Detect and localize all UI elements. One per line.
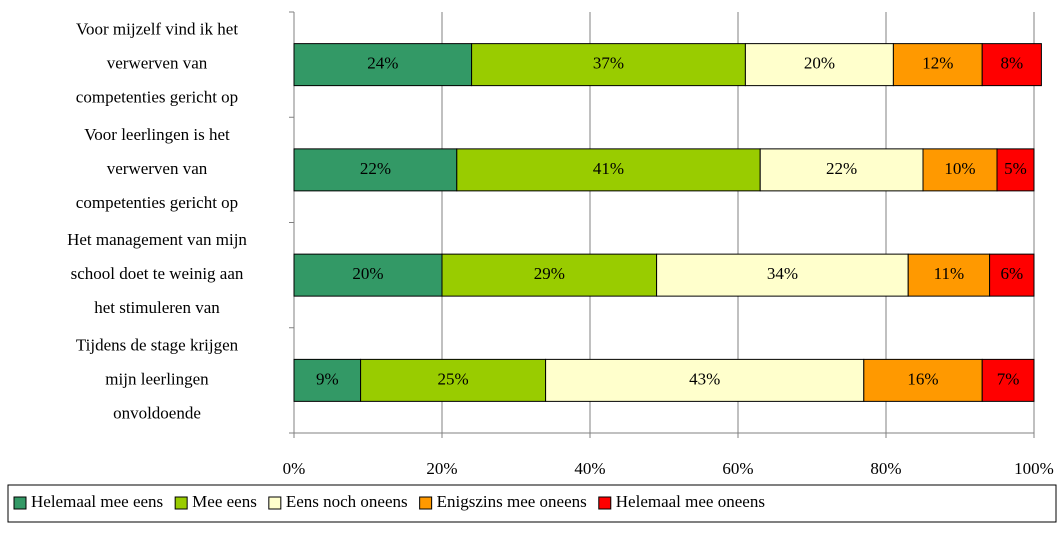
x-tick-label: 100%	[1014, 459, 1054, 478]
category-label: competenties gericht op	[76, 193, 238, 212]
category-label: school doet te weinig aan	[71, 264, 244, 283]
bar-segment	[293, 253, 443, 297]
value-label: 22%	[360, 159, 391, 178]
x-tick-label: 20%	[426, 459, 457, 478]
legend-swatch	[419, 496, 433, 510]
category-label: Tijdens de stage krijgen	[76, 335, 239, 354]
x-tick-label: 40%	[574, 459, 605, 478]
bar-segment	[981, 358, 1035, 402]
bar-segment	[907, 253, 991, 297]
bar-segment	[759, 148, 924, 192]
legend-swatch	[598, 496, 612, 510]
legend-label: Helemaal mee eens	[31, 492, 163, 511]
bar-segment	[456, 148, 761, 192]
category-label: Voor mijzelf vind ik het	[76, 20, 238, 39]
value-label: 5%	[1004, 159, 1027, 178]
value-label: 41%	[593, 159, 624, 178]
value-label: 25%	[438, 369, 469, 388]
legend-label: Helemaal mee oneens	[616, 492, 765, 511]
value-label: 34%	[767, 264, 798, 283]
legend-label: Eens noch oneens	[286, 492, 408, 511]
category-label: onvoldoende	[113, 403, 201, 422]
x-tick-label: 80%	[870, 459, 901, 478]
category-label: Voor leerlingen is het	[84, 125, 230, 144]
category-label: verwerven van	[107, 159, 208, 178]
bar-segment	[545, 358, 865, 402]
category-label: Het management van mijn	[67, 230, 247, 249]
value-label: 12%	[922, 54, 953, 73]
legend-swatch	[174, 496, 188, 510]
value-label: 7%	[997, 369, 1020, 388]
value-label: 37%	[593, 54, 624, 73]
legend-swatch	[268, 496, 282, 510]
value-label: 9%	[316, 369, 339, 388]
value-label: 20%	[804, 54, 835, 73]
value-label: 16%	[907, 369, 938, 388]
value-label: 10%	[944, 159, 975, 178]
value-label: 29%	[534, 264, 565, 283]
value-label: 11%	[934, 264, 965, 283]
value-label: 6%	[1000, 264, 1023, 283]
bar-segment	[996, 148, 1035, 192]
value-label: 20%	[352, 264, 383, 283]
bar-segment	[922, 148, 998, 192]
legend-swatch	[13, 496, 27, 510]
category-label: verwerven van	[107, 54, 208, 73]
value-label: 8%	[1000, 54, 1023, 73]
legend-label: Mee eens	[192, 492, 257, 511]
value-label: 22%	[826, 159, 857, 178]
x-tick-label: 60%	[722, 459, 753, 478]
bar-segment	[892, 43, 983, 87]
bar-segment	[293, 148, 458, 192]
bar-segment	[471, 43, 746, 87]
x-tick-label: 0%	[283, 459, 306, 478]
bar-segment	[981, 43, 1042, 87]
category-label: mijn leerlingen	[105, 369, 209, 388]
value-label: 24%	[367, 54, 398, 73]
category-label: competenties gericht op	[76, 88, 238, 107]
bar-segment	[744, 43, 894, 87]
legend-label: Enigszins mee oneens	[437, 492, 587, 511]
bar-segment	[293, 43, 473, 87]
bar-segment	[989, 253, 1035, 297]
category-label: het stimuleren van	[94, 298, 220, 317]
value-label: 43%	[689, 369, 720, 388]
